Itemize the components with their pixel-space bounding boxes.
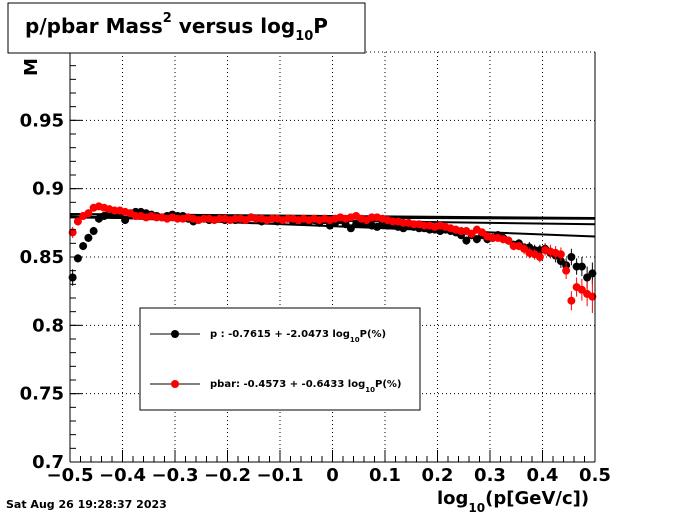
x-tick-label: −0.2 (204, 465, 251, 486)
data-point (567, 296, 576, 305)
data-point (462, 236, 471, 245)
data-point (588, 292, 597, 301)
chart-title-main: p/pbar Mass (25, 14, 163, 38)
data-points (68, 202, 597, 314)
data-point (79, 242, 88, 251)
title-box: p/pbar Mass2 versus log10P (7, 2, 366, 54)
x-axis-label: log10(p[GeV/c]) (437, 488, 589, 514)
x-tick-label: 0.3 (474, 465, 506, 486)
chart-title-sub: 10 (295, 29, 313, 44)
data-point (588, 269, 597, 278)
x-tick-label: 0.1 (369, 465, 401, 486)
legend-label-pbar: pbar: -0.4573 + -0.6433 log10P(%) (210, 379, 401, 394)
data-point (89, 227, 98, 236)
x-tick-label: −0.4 (99, 465, 146, 486)
y-tick-label: 0.75 (20, 384, 64, 405)
data-point (504, 236, 513, 245)
legend: p : -0.7615 + -2.0473 log10P(%) pbar: -0… (139, 307, 421, 411)
x-tick-label: 0 (326, 465, 339, 486)
legend-marker-p (171, 330, 179, 338)
data-point (84, 209, 93, 218)
legend-marker-pbar (171, 380, 179, 388)
data-point (121, 216, 130, 225)
x-tick-label: −0.5 (47, 465, 94, 486)
data-point (567, 253, 576, 261)
y-tick-label: 0.95 (20, 110, 64, 131)
chart-title-mid: versus log (172, 14, 295, 38)
axis-ticks: −0.5 −0.4 −0.3 −0.2 −0.1 0 0.1 0.2 0.3 0.4 0.5 0.7 0… (20, 65, 611, 486)
data-point (556, 250, 565, 259)
x-tick-label: −0.3 (152, 465, 199, 486)
x-tick-label: 0.5 (579, 465, 611, 486)
legend-label-p: p : -0.7615 + -2.0473 log10P(%) (210, 329, 386, 344)
y-tick-label: 0.9 (32, 179, 64, 200)
chart-title-end: P (313, 14, 328, 38)
chart-title-sup: 2 (163, 11, 172, 26)
x-tick-label: 0.4 (527, 465, 559, 486)
data-point (73, 217, 82, 226)
x-tick-label: −0.1 (257, 465, 304, 486)
x-tick-label: 0.2 (422, 465, 454, 486)
data-point (577, 262, 586, 271)
y-axis-label: M (21, 58, 42, 76)
data-point (68, 228, 77, 237)
data-point (562, 266, 571, 275)
chart-title: p/pbar Mass2 versus log10P (25, 11, 328, 44)
y-tick-label: 0.8 (32, 315, 64, 336)
data-point (84, 233, 93, 242)
y-tick-label: 0.7 (32, 452, 64, 473)
data-point (73, 254, 82, 263)
data-point (535, 253, 544, 261)
data-point (68, 273, 77, 282)
y-tick-label: 0.85 (20, 247, 64, 268)
timestamp: Sat Aug 26 19:28:37 2023 (6, 498, 167, 511)
